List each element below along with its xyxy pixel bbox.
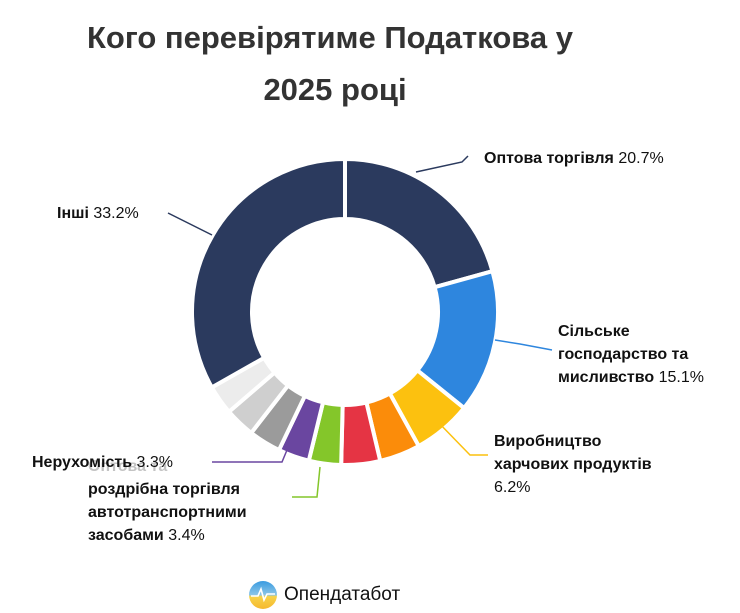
- donut-segment: [343, 157, 495, 290]
- label-agriculture: Сільське господарство та мисливство 15.1…: [558, 323, 704, 386]
- chart-title: Кого перевірятиме Податкова у 2025 році: [0, 12, 660, 116]
- leader-line: [292, 466, 321, 498]
- label-real-estate: Нерухомість 3.3%: [32, 454, 173, 471]
- donut-segment: [190, 157, 347, 390]
- leader-line: [435, 419, 488, 456]
- logo-text: Опендатабот: [284, 584, 401, 605]
- opendatabot-logo: Опендатабот: [248, 580, 400, 610]
- label-food: Виробництво харчових продуктів 6.2%: [494, 433, 652, 496]
- label-wholesale: Оптова торгівля 20.7%: [484, 150, 664, 167]
- leader-line: [212, 449, 288, 463]
- leader-line: [167, 212, 213, 236]
- leader-line: [415, 155, 469, 173]
- label-vehicles: роздрібна торгівля автотранспортними зас…: [88, 481, 247, 544]
- opendatabot-logo-icon: [249, 581, 277, 609]
- label-others: Інші 33.2%: [57, 205, 139, 222]
- leader-line: [494, 339, 553, 351]
- title-line-1: Кого перевірятиме Податкова у: [86, 20, 574, 55]
- title-line-2: 2025 році: [263, 72, 407, 107]
- label-vehicles-hidden: Оптова та: [88, 458, 168, 475]
